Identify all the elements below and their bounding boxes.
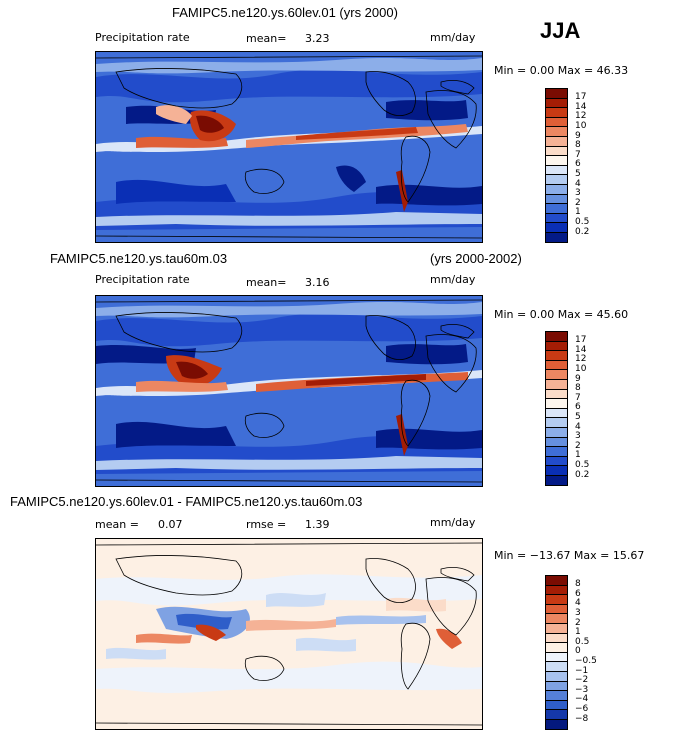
colorbar-swatch	[545, 232, 568, 243]
colorbar-label: 12	[575, 111, 587, 122]
colorbar-label: 0.5	[575, 636, 590, 647]
colorbar-label: 4	[575, 178, 581, 189]
colorbar-label: 6	[575, 159, 581, 170]
colorbar-label: 17	[575, 92, 587, 103]
colorbar-label: 3	[575, 188, 581, 199]
panel2-variable-label: Precipitation rate	[95, 273, 190, 286]
colorbar-label: 3	[575, 607, 581, 618]
colorbar-label: 0.5	[575, 459, 590, 470]
colorbar-label: 9	[575, 130, 581, 141]
colorbar-label: 10	[575, 120, 587, 131]
colorbar-label: 0	[575, 646, 581, 657]
panel2-title: FAMIPC5.ne120.ys.tau60m.03	[50, 251, 228, 266]
colorbar-label: −4	[575, 694, 589, 705]
colorbar-label: 7	[575, 149, 581, 160]
colorbar-label: 5	[575, 411, 581, 422]
colorbar-label: 0.5	[575, 216, 590, 227]
colorbar-label: 3	[575, 431, 581, 442]
colorbar-label: 4	[575, 598, 581, 609]
panel3-mean-label: mean =	[95, 518, 139, 531]
colorbar-swatch	[545, 475, 568, 486]
colorbar-label: 1	[575, 627, 581, 638]
colorbar-swatch	[545, 719, 568, 730]
colorbar-label: 6	[575, 402, 581, 413]
panel1-variable-label: Precipitation rate	[95, 31, 190, 44]
panel3-mean-value: 0.07	[158, 518, 183, 531]
panel1-precip-map	[95, 51, 483, 243]
panel3-title: FAMIPC5.ne120.ys.60lev.01 - FAMIPC5.ne12…	[10, 494, 363, 509]
panel1-mean-label: mean=	[246, 32, 287, 45]
colorbar-label: 14	[575, 344, 587, 355]
colorbar-label: 2	[575, 440, 581, 451]
colorbar-label: −6	[575, 703, 589, 714]
panel1-units: mm/day	[430, 31, 476, 44]
colorbar-label: 2	[575, 617, 581, 628]
panel2-precip-map	[95, 295, 483, 487]
colorbar-label: 14	[575, 101, 587, 112]
panel3-rmse-value: 1.39	[305, 518, 330, 531]
colorbar-label: −1	[575, 665, 589, 676]
panel3-rmse-label: rmse =	[246, 518, 287, 531]
colorbar-label: 0.2	[575, 469, 590, 480]
panel2-years: (yrs 2000-2002)	[430, 251, 522, 266]
panel1-minmax: Min = 0.00 Max = 46.33	[494, 64, 629, 77]
panel2-mean-value: 3.16	[305, 276, 330, 289]
colorbar-label: 9	[575, 373, 581, 384]
colorbar-label: 2	[575, 197, 581, 208]
colorbar-label: −3	[575, 684, 589, 695]
colorbar-label: −8	[575, 713, 589, 724]
colorbar-label: 17	[575, 335, 587, 346]
panel3-difference-map	[95, 538, 483, 730]
colorbar-label: 4	[575, 421, 581, 432]
panel3-minmax: Min = −13.67 Max = 15.67	[494, 549, 645, 562]
colorbar-label: 6	[575, 588, 581, 599]
colorbar-label: 0.2	[575, 226, 590, 237]
colorbar-label: 10	[575, 363, 587, 374]
colorbar-label: −0.5	[575, 655, 597, 666]
colorbar-label: 8	[575, 383, 581, 394]
colorbar-label: 1	[575, 207, 581, 218]
colorbar-label: −2	[575, 675, 589, 686]
panel2-units: mm/day	[430, 273, 476, 286]
panel1-title: FAMIPC5.ne120.ys.60lev.01 (yrs 2000)	[172, 5, 398, 20]
colorbar-label: 12	[575, 354, 587, 365]
season-label: JJA	[540, 18, 581, 43]
colorbar-label: 8	[575, 579, 581, 590]
panel2-minmax: Min = 0.00 Max = 45.60	[494, 308, 629, 321]
panel3-units: mm/day	[430, 516, 476, 529]
colorbar-label: 5	[575, 168, 581, 179]
colorbar-label: 7	[575, 392, 581, 403]
panel1-mean-value: 3.23	[305, 32, 330, 45]
panel2-mean-label: mean=	[246, 276, 287, 289]
colorbar-label: 8	[575, 140, 581, 151]
colorbar-label: 1	[575, 450, 581, 461]
